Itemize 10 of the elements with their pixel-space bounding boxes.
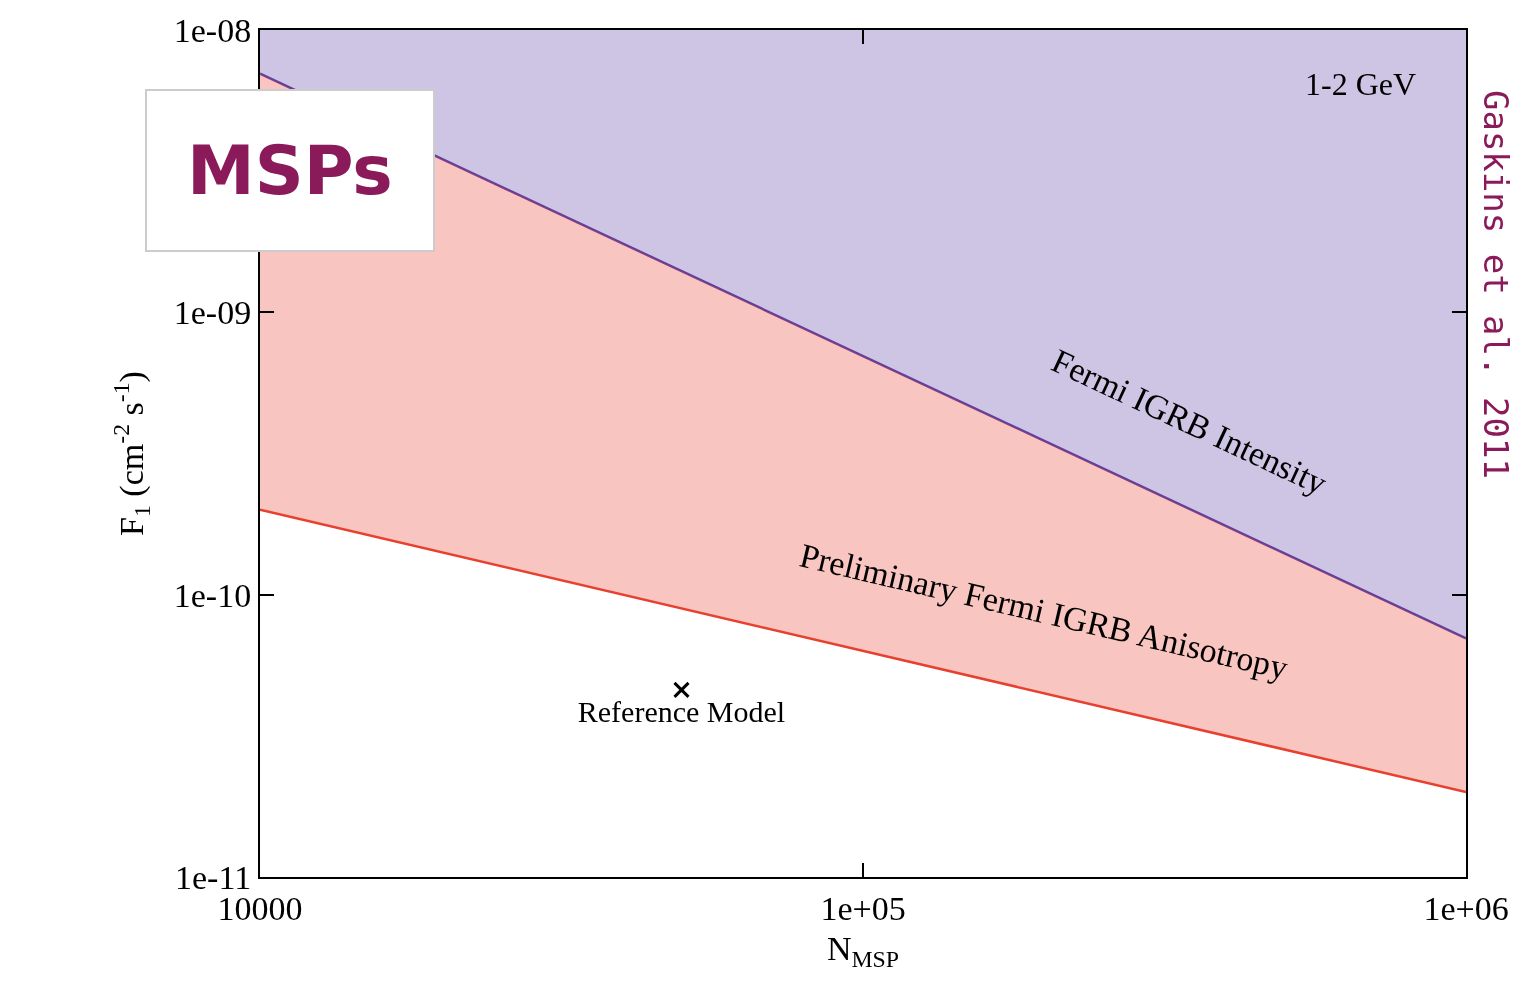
x-axis-title: N$_{MSP}$ bbox=[826, 929, 900, 972]
annotation: 1-2 GeV bbox=[1305, 66, 1417, 102]
series-label: Reference Model bbox=[577, 695, 786, 729]
x-tick-label: 1e+05 bbox=[820, 889, 906, 927]
text: MSPs bbox=[187, 131, 393, 210]
y-tick-label: 1e-10 bbox=[173, 576, 252, 614]
x-tick-label: 1e+06 bbox=[1423, 889, 1509, 927]
y-tick-label: 1e-08 bbox=[173, 11, 252, 49]
y-tick-label: 1e-09 bbox=[173, 294, 252, 332]
text: Gaskins et al. 2011 bbox=[1476, 89, 1517, 479]
